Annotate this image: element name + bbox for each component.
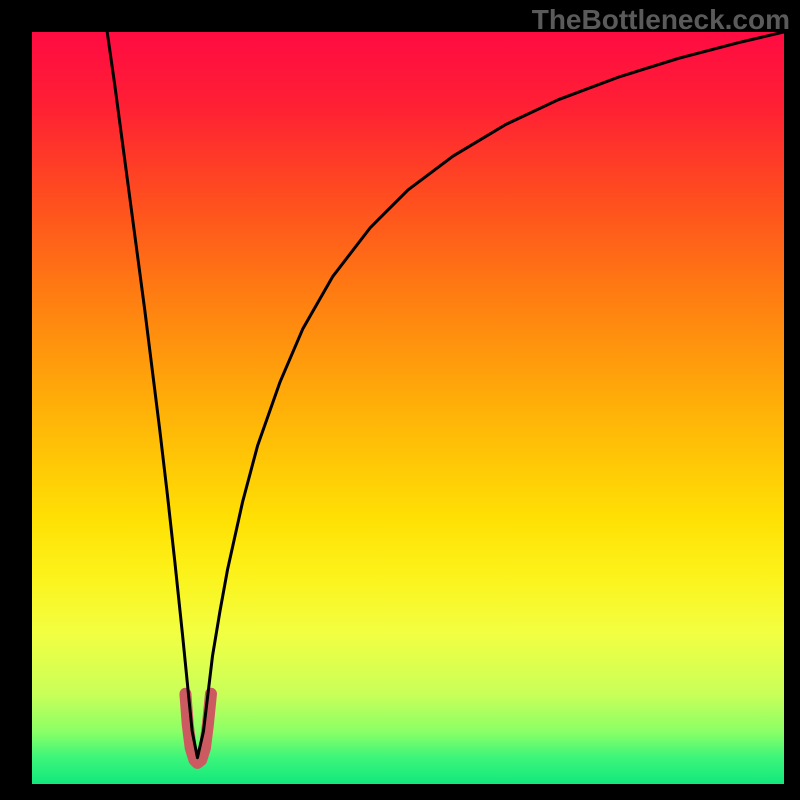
gradient-background [32,32,784,784]
chart-svg [32,32,784,784]
watermark-text: TheBottleneck.com [532,4,790,36]
plot-area [32,32,784,784]
